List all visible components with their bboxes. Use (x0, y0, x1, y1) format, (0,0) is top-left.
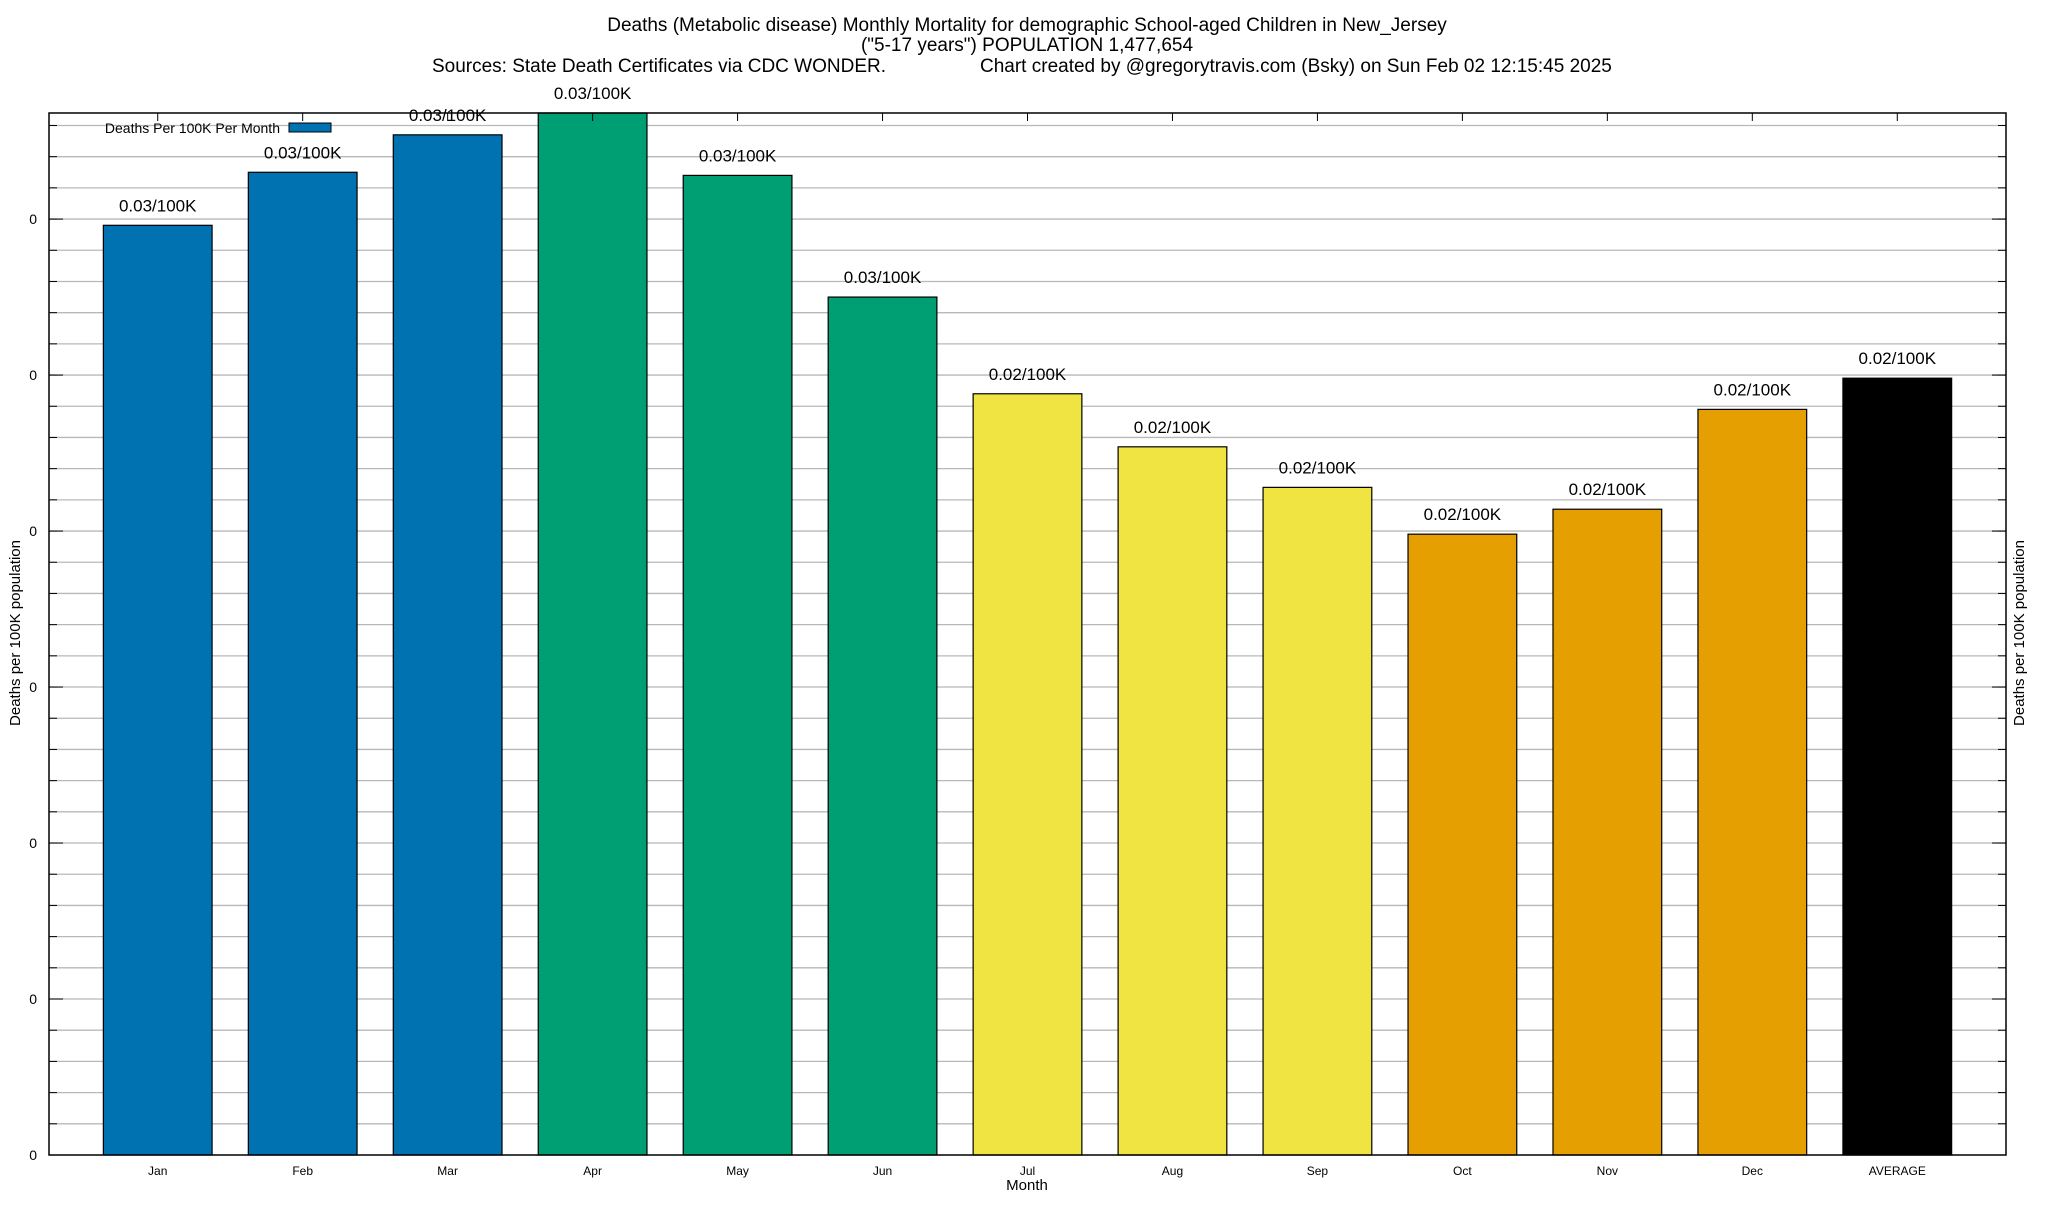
x-tick-label: Aug (1162, 1164, 1183, 1178)
data-label: 0.03/100K (119, 196, 197, 215)
bar-jun (827, 296, 938, 1156)
bar-jan (102, 224, 213, 1156)
data-label: 0.02/100K (1134, 418, 1212, 437)
data-label: 0.02/100K (1714, 380, 1792, 399)
legend: Deaths Per 100K Per Month (105, 120, 332, 136)
y-axis-label: Deaths per 100K population (7, 540, 24, 726)
bars (102, 112, 1953, 1156)
legend-label: Deaths Per 100K Per Month (105, 120, 280, 136)
bar-jul (972, 393, 1083, 1156)
bar-mar (392, 134, 503, 1156)
bar-feb (247, 171, 358, 1156)
bar-sep (1262, 486, 1373, 1156)
bar-may (682, 174, 793, 1156)
x-tick-label: May (726, 1164, 749, 1178)
data-label: 0.03/100K (699, 146, 777, 165)
data-label: 0.03/100K (264, 143, 342, 162)
bar-dec (1697, 408, 1808, 1156)
data-label: 0.02/100K (1859, 349, 1937, 368)
x-tick-label: Jul (1020, 1164, 1035, 1178)
chart-title-line-1: Deaths (Metabolic disease) Monthly Morta… (607, 15, 1447, 36)
data-label: 0.02/100K (989, 365, 1067, 384)
data-label: 0.03/100K (554, 84, 632, 103)
x-tick-label: Nov (1597, 1164, 1618, 1178)
data-label: 0.02/100K (1424, 505, 1502, 524)
y-tick-label: 0 (29, 367, 37, 383)
y-tick-label: 0 (29, 835, 37, 851)
y-tick-label: 0 (29, 1147, 37, 1163)
chart-sources: Sources: State Death Certificates via CD… (432, 56, 886, 77)
y-tick-label: 0 (29, 523, 37, 539)
x-tick-label: Apr (583, 1164, 602, 1178)
data-label: 0.02/100K (1569, 480, 1647, 499)
chart-title-line-2: ("5-17 years") POPULATION 1,477,654 (861, 35, 1193, 56)
x-tick-label: Oct (1453, 1164, 1472, 1178)
bar-average (1842, 377, 1953, 1156)
y2-axis-label: Deaths per 100K population (2011, 540, 2028, 726)
x-tick-label: Mar (437, 1164, 458, 1178)
data-labels: 0.03/100K 0.03/100K 0.03/100K 0.03/100K 0.03… (119, 84, 1937, 524)
legend-swatch (288, 122, 332, 133)
x-tick-label: Feb (292, 1164, 313, 1178)
bar-aug (1117, 446, 1228, 1156)
x-tick-label: AVERAGE (1869, 1164, 1926, 1178)
y-tick-label: 0 (29, 679, 37, 695)
x-tick-label: Jun (873, 1164, 892, 1178)
x-tick-label: Sep (1307, 1164, 1329, 1178)
x-axis-label: Month (1006, 1177, 1048, 1194)
x-tick-label: Jan (148, 1164, 167, 1178)
y-tick-label: 0 (29, 211, 37, 227)
y-tick-label: 0 (29, 991, 37, 1007)
x-tick-label: Dec (1742, 1164, 1763, 1178)
bar-nov (1552, 508, 1663, 1156)
bar-oct (1407, 533, 1518, 1156)
data-label: 0.03/100K (844, 268, 922, 287)
data-label: 0.02/100K (1279, 458, 1357, 477)
chart-credit: Chart created by @gregorytravis.com (Bsk… (980, 56, 1612, 77)
bar-apr (537, 112, 648, 1156)
ticks: 0 0 0 0 0 0 0 Jan Feb Mar Apr May Jun Jul Aug Sep Oct Nov… (29, 113, 2006, 1178)
